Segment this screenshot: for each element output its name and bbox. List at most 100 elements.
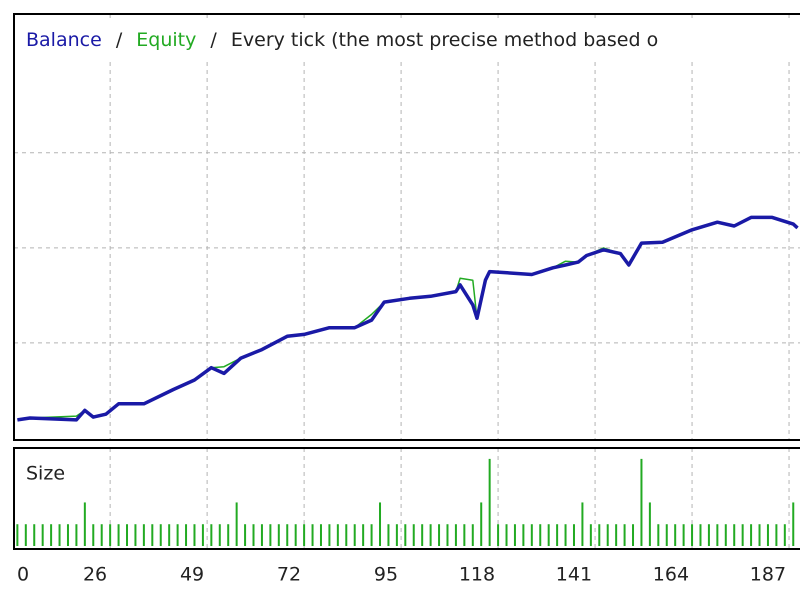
size-bar [58,524,61,546]
x-tick-label: 49 [180,564,204,586]
size-bar [277,524,280,546]
size-bar [311,524,314,546]
x-tick-label: 141 [556,564,592,586]
size-bar [319,524,322,546]
size-bar [699,524,702,546]
size-bar [269,524,272,546]
size-bar [117,524,120,546]
size-bar [463,524,466,546]
size-bar [758,524,761,546]
size-bar [210,524,213,546]
size-bar [168,524,171,546]
size-bar [16,524,19,546]
size-bar [328,524,331,546]
size-bar [235,502,238,546]
size-bar [66,524,69,546]
size-bar [201,524,204,546]
size-bar [353,524,356,546]
size-bar [623,524,626,546]
size-bar [682,524,685,546]
size-bar [193,524,196,546]
size-bar [741,524,744,546]
size-bar [665,524,668,546]
size-bar [750,524,753,546]
size-bar [640,458,643,546]
x-tick-label: 95 [374,564,398,586]
size-bar [707,524,710,546]
size-bar [159,524,162,546]
size-bar [766,524,769,546]
x-tick-label: 164 [653,564,689,586]
series-line [17,215,799,422]
size-bar [75,524,78,546]
size-bar [412,524,415,546]
size-bar [674,524,677,546]
title-background [22,22,800,58]
size-bar [446,524,449,546]
size-bar [83,502,86,546]
size-bar [454,524,457,546]
size-bar [564,524,567,546]
title-separator: / [116,29,123,51]
size-bar [632,524,635,546]
size-bar [404,524,407,546]
size-bar [581,502,584,546]
size-bar [185,524,188,546]
legend-equity: Equity [136,29,196,51]
size-bar [733,524,736,546]
x-tick-label: 187 [750,564,786,586]
size-bar [294,524,297,546]
size-bar [530,524,533,546]
size-bar [336,524,339,546]
size-panel-frame [13,447,800,550]
size-bar [657,524,660,546]
size-panel-title: Size [26,463,65,485]
title-separator: / [210,29,217,51]
size-bar [227,524,230,546]
legend-balance: Balance [26,29,102,51]
size-bar [783,524,786,546]
size-bar [598,524,601,546]
size-bar [421,524,424,546]
size-bar [522,524,525,546]
size-bar [100,524,103,546]
size-bar [109,524,112,546]
size-bar [395,524,398,546]
size-bar [218,524,221,546]
size-bar [572,524,575,546]
size-bar [142,524,145,546]
x-tick-label: 0 [17,564,29,586]
size-bar [792,502,795,546]
main-panel-frame [13,13,800,441]
x-tick-label: 72 [277,564,301,586]
size-bar [648,502,651,546]
size-bar [151,524,154,546]
size-bar [41,524,44,546]
size-bar [480,502,483,546]
size-bar [92,524,95,546]
size-bar [303,524,306,546]
size-bar [497,524,500,546]
size-bar [429,524,432,546]
size-bar [33,524,36,546]
size-bar [615,524,618,546]
size-bar [244,524,247,546]
size-bar [362,524,365,546]
size-bar [286,524,289,546]
size-bar [691,524,694,546]
size-bar [345,524,348,546]
size-bar [556,524,559,546]
size-bar [547,524,550,546]
size-bar [134,524,137,546]
size-bar [50,524,53,546]
size-bar [505,524,508,546]
title-line: Balance / Equity / Every tick (the most … [26,29,658,51]
x-tick-label: 118 [459,564,495,586]
size-bar [252,524,255,546]
size-bar [716,524,719,546]
size-bar [589,524,592,546]
size-bar [370,524,373,546]
size-bar [379,502,382,546]
size-bar [775,524,778,546]
